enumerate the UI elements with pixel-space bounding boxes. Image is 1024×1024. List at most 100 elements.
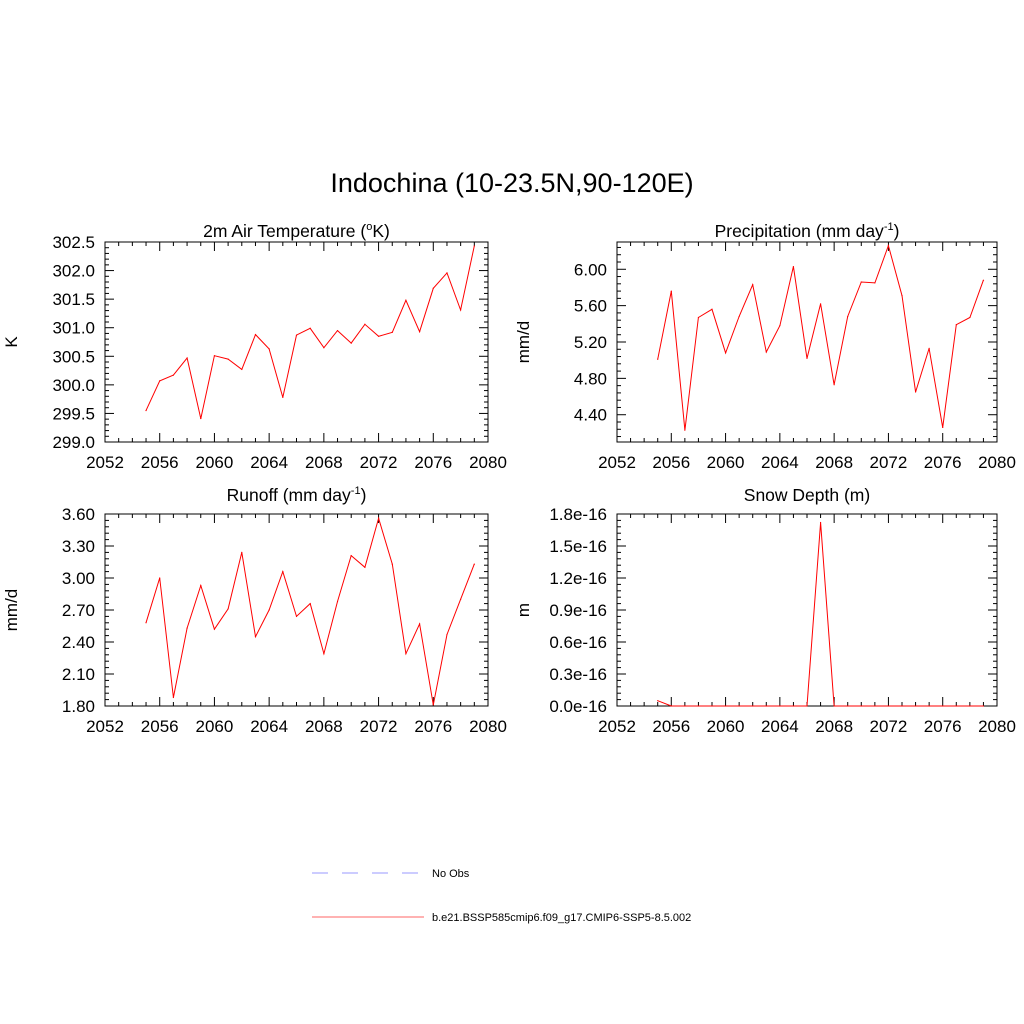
y-tick-label: 3.00 xyxy=(62,569,95,588)
data-point xyxy=(323,347,325,349)
y-tick-label: 0.9e-16 xyxy=(549,601,607,620)
data-point xyxy=(227,608,229,610)
data-point xyxy=(432,287,434,289)
y-tick-label: 2.70 xyxy=(62,601,95,620)
data-point xyxy=(364,566,366,568)
chart-panel-1: 2m Air Temperature (oK) K 2052 2056 2060 2064… xyxy=(2,221,507,472)
y-tick-label: 0.6e-16 xyxy=(549,633,607,652)
data-point xyxy=(860,281,862,283)
data-point xyxy=(186,357,188,359)
data-point xyxy=(697,316,700,319)
data-point xyxy=(200,417,202,420)
legend-label: No Obs xyxy=(432,868,470,880)
data-point xyxy=(942,426,944,429)
y-tick-label: 4.40 xyxy=(574,406,607,425)
data-point xyxy=(901,295,903,297)
data-point xyxy=(982,705,985,707)
data-point xyxy=(752,705,754,707)
data-point xyxy=(833,384,835,386)
data-point xyxy=(172,696,174,699)
data-point xyxy=(391,563,393,565)
y-tick-label: 2.40 xyxy=(62,633,95,652)
data-point xyxy=(914,705,917,707)
data-point xyxy=(309,327,311,329)
data-point xyxy=(711,705,713,707)
data-point xyxy=(806,357,808,359)
data-point xyxy=(887,245,890,247)
x-tick-label: 2064 xyxy=(761,453,799,472)
data-point xyxy=(145,622,147,624)
x-tick-label: 2076 xyxy=(414,717,452,736)
x-tick-label: 2056 xyxy=(652,453,690,472)
panel-title: Runoff (mm day-1) xyxy=(227,485,367,505)
y-tick-label: 300.5 xyxy=(52,347,95,366)
data-point xyxy=(819,303,822,305)
data-point xyxy=(982,279,985,281)
panel-title: 2m Air Temperature (oK) xyxy=(203,221,390,241)
data-point xyxy=(172,374,174,376)
data-point xyxy=(419,623,421,625)
y-tick-label: 4.80 xyxy=(574,369,607,388)
x-tick-label: 2068 xyxy=(305,453,343,472)
data-point xyxy=(874,282,876,284)
data-point xyxy=(295,334,298,336)
data-point xyxy=(268,609,270,611)
data-point xyxy=(847,315,849,318)
data-point xyxy=(186,627,188,629)
y-tick-label: 1.8e-16 xyxy=(549,505,607,524)
data-point xyxy=(847,705,849,707)
data-point xyxy=(670,705,672,707)
data-point xyxy=(914,391,917,393)
data-point xyxy=(200,584,202,587)
y-tick-label: 299.5 xyxy=(52,404,95,423)
data-point xyxy=(254,333,257,336)
data-point xyxy=(282,571,284,573)
data-point xyxy=(268,348,270,350)
data-point xyxy=(684,705,686,707)
chart-panel-4: Snow Depth (m) m 2052 2056 2060 2064 2068 2072 2… xyxy=(514,485,1016,736)
data-point xyxy=(446,633,448,636)
x-tick-label: 2076 xyxy=(924,453,962,472)
plot-frame xyxy=(104,513,489,707)
panel-title: Precipitation (mm day-1) xyxy=(715,221,900,241)
legend-item-1: No Obs xyxy=(312,868,470,880)
data-point xyxy=(241,551,243,554)
data-point xyxy=(159,380,161,382)
data-point xyxy=(819,521,822,524)
data-point xyxy=(969,316,971,319)
data-point xyxy=(405,653,407,655)
x-tick-label: 2072 xyxy=(870,453,908,472)
data-point xyxy=(213,355,216,357)
y-tick-label: 2.10 xyxy=(62,665,95,684)
y-tick-label: 1.2e-16 xyxy=(549,569,607,588)
data-point xyxy=(955,705,957,707)
data-point xyxy=(928,705,930,707)
y-tick-label: 3.60 xyxy=(62,505,95,524)
data-point xyxy=(350,555,352,557)
data-point xyxy=(697,705,700,707)
data-point xyxy=(295,615,298,618)
figure-title: Indochina (10-23.5N,90-120E) xyxy=(330,168,694,198)
data-point xyxy=(738,705,740,707)
x-tick-label: 2056 xyxy=(141,717,179,736)
data-point xyxy=(336,329,339,332)
data-point xyxy=(432,704,434,706)
y-tick-label: 5.60 xyxy=(574,297,607,316)
y-tick-label: 300.0 xyxy=(52,376,95,395)
data-point xyxy=(942,705,944,707)
y-axis-label: mm/d xyxy=(2,589,21,632)
y-axis-label: mm/d xyxy=(514,321,533,364)
y-tick-label: 301.0 xyxy=(52,319,95,338)
data-point xyxy=(377,335,380,337)
data-point xyxy=(282,396,284,399)
legend-label: b.e21.BSSP585cmip6.f09_g17.CMIP6-SSP5-8.… xyxy=(432,912,691,924)
x-tick-label: 2072 xyxy=(360,453,398,472)
series-line xyxy=(145,516,475,705)
series-line xyxy=(145,245,475,419)
data-point xyxy=(254,636,257,638)
data-point xyxy=(460,598,462,600)
series-line xyxy=(657,522,984,707)
plot-frame xyxy=(616,513,998,707)
